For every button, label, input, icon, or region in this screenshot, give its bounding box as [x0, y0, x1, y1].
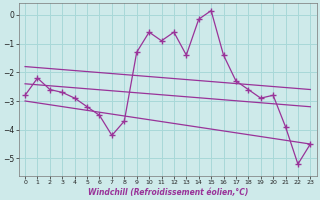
X-axis label: Windchill (Refroidissement éolien,°C): Windchill (Refroidissement éolien,°C)	[88, 188, 248, 197]
